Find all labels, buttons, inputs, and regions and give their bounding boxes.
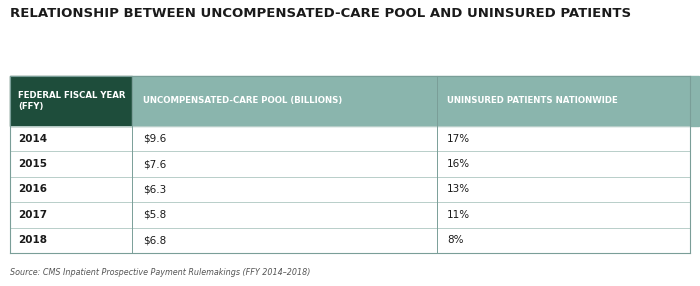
- Text: 2014: 2014: [18, 134, 48, 144]
- Text: 8%: 8%: [447, 235, 464, 245]
- Text: $6.3: $6.3: [143, 184, 166, 194]
- Text: FEDERAL FISCAL YEAR
(FFY): FEDERAL FISCAL YEAR (FFY): [18, 91, 126, 111]
- Text: RELATIONSHIP BETWEEN UNCOMPENSATED-CARE POOL AND UNINSURED PATIENTS: RELATIONSHIP BETWEEN UNCOMPENSATED-CARE …: [10, 7, 631, 20]
- Text: 11%: 11%: [447, 210, 470, 220]
- Text: UNCOMPENSATED-CARE POOL (BILLIONS): UNCOMPENSATED-CARE POOL (BILLIONS): [143, 96, 342, 105]
- Text: UNINSURED PATIENTS NATIONWIDE: UNINSURED PATIENTS NATIONWIDE: [447, 96, 618, 105]
- Text: 2018: 2018: [18, 235, 47, 245]
- Text: 17%: 17%: [447, 134, 470, 144]
- Text: 2015: 2015: [18, 159, 47, 169]
- Text: Source: CMS Inpatient Prospective Payment Rulemakings (FFY 2014–2018): Source: CMS Inpatient Prospective Paymen…: [10, 269, 310, 277]
- Text: 2016: 2016: [18, 184, 47, 194]
- Text: 13%: 13%: [447, 184, 470, 194]
- Text: $9.6: $9.6: [143, 134, 166, 144]
- Text: 2017: 2017: [18, 210, 48, 220]
- Text: $6.8: $6.8: [143, 235, 166, 245]
- Text: $5.8: $5.8: [143, 210, 166, 220]
- Text: 16%: 16%: [447, 159, 470, 169]
- Text: $7.6: $7.6: [143, 159, 166, 169]
